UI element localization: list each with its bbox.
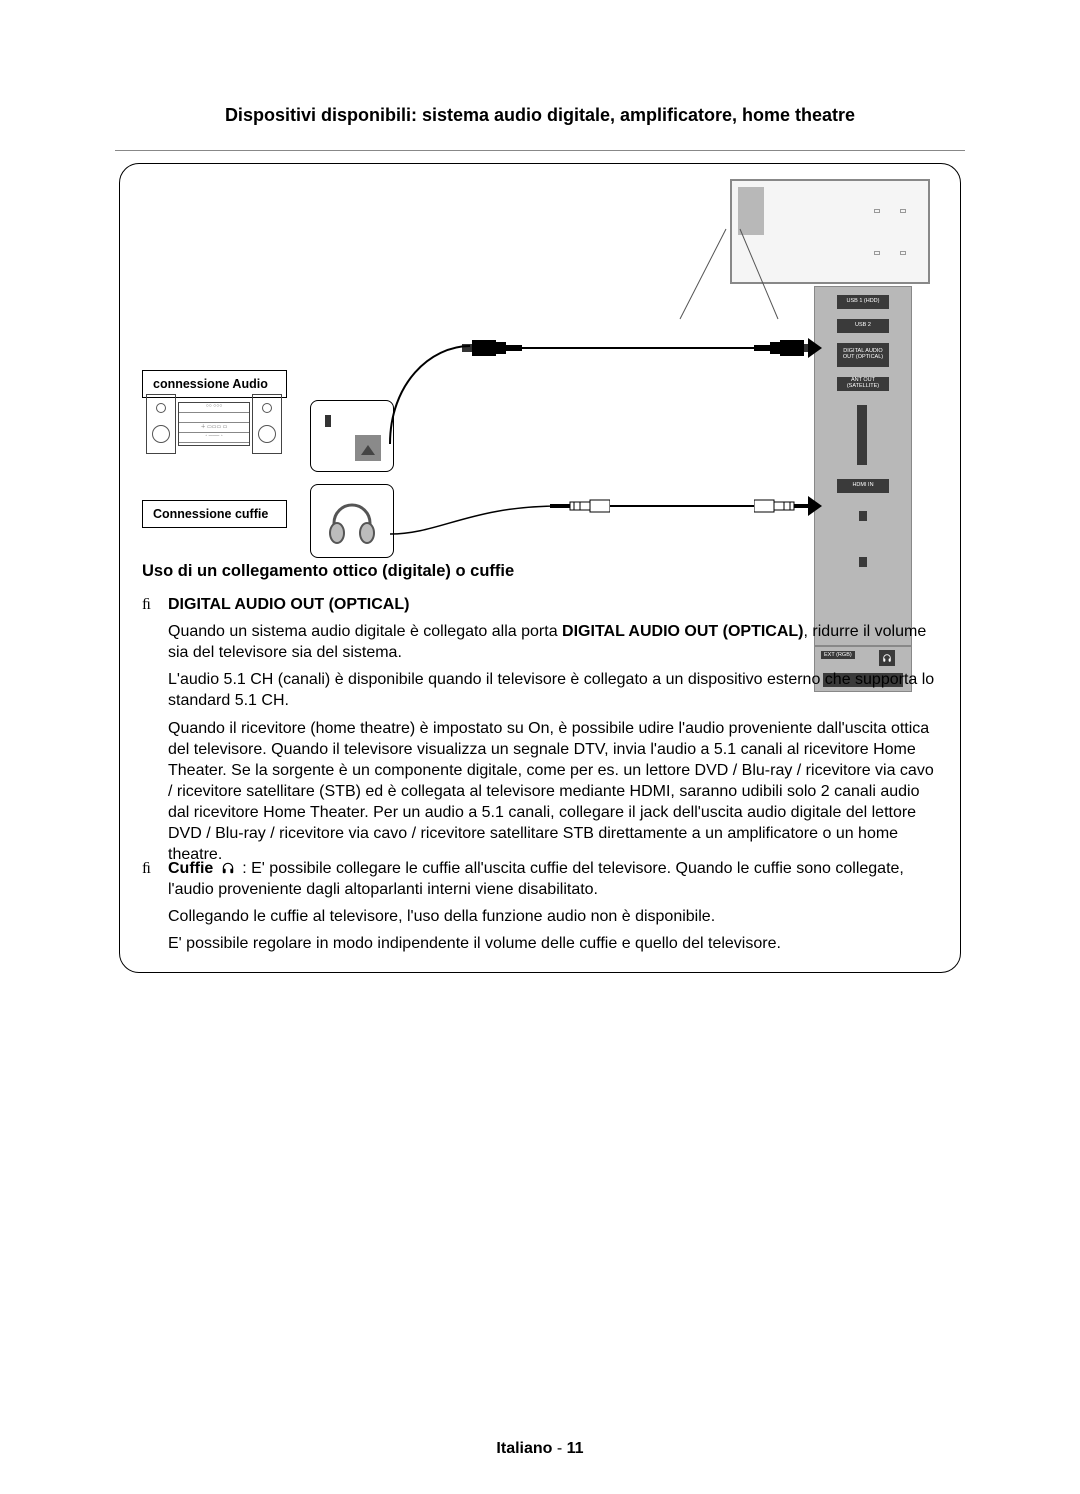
headphones-inline-icon xyxy=(218,861,238,875)
divider xyxy=(115,150,965,151)
jack-plug-right xyxy=(754,498,814,514)
arrow-right-icon xyxy=(808,496,822,516)
item-headphones-p1: Cuffie : E' possibile collegare le cuffi… xyxy=(168,858,938,900)
footer-page: 11 xyxy=(567,1440,584,1457)
cable-curve-bot xyxy=(380,494,580,554)
page-title: Dispositivi disponibili: sistema audio d… xyxy=(0,105,1080,126)
bullet-icon: ﬁ xyxy=(142,594,158,865)
item-optical-p3: Quando il ricevitore (home theatre) è im… xyxy=(168,718,938,866)
port-usb1: USB 1 (HDD) xyxy=(837,295,889,309)
footer-label: Italiano xyxy=(496,1440,552,1457)
item-headphones: ﬁ Cuffie : E' possibile collegare le cuf… xyxy=(142,858,938,954)
stereo-system-icon: ○○ ○○○ ＋ ▭▭▭ ▭ ◦ ─── ◦ xyxy=(146,394,282,458)
port-ant: ANT OUT (SATELLITE) xyxy=(837,377,889,391)
section-heading: Uso di un collegamento ottico (digitale)… xyxy=(142,562,514,581)
tv-side-panel: USB 1 (HDD) USB 2 DIGITAL AUDIO OUT (OPT… xyxy=(814,286,912,646)
optical-plug-right xyxy=(754,340,814,356)
item-optical-heading: DIGITAL AUDIO OUT (OPTICAL) xyxy=(168,594,938,615)
headphone-connection-label: Connessione cuffie xyxy=(142,500,287,528)
port-slot xyxy=(857,405,867,465)
page-footer: Italiano - 11 xyxy=(0,1440,1080,1458)
item-optical-p1: Quando un sistema audio digitale è colle… xyxy=(168,621,938,663)
port-pin1 xyxy=(859,511,867,521)
diagram-container: USB 1 (HDD) USB 2 DIGITAL AUDIO OUT (OPT… xyxy=(119,163,961,973)
arrow-right-icon xyxy=(808,338,822,358)
item-optical: ﬁ DIGITAL AUDIO OUT (OPTICAL) Quando un … xyxy=(142,594,938,865)
port-usb2: USB 2 xyxy=(837,319,889,333)
item-headphones-p3: E' possibile regolare in modo indipenden… xyxy=(168,933,938,954)
port-optical: DIGITAL AUDIO OUT (OPTICAL) xyxy=(837,343,889,367)
bullet-icon: ﬁ xyxy=(142,858,158,954)
item-headphones-p2: Collegando le cuffie al televisore, l'us… xyxy=(168,906,938,927)
footer-sep: - xyxy=(552,1440,566,1457)
item-optical-p2: L'audio 5.1 CH (canali) è disponibile qu… xyxy=(168,669,938,711)
headphone-cable xyxy=(550,498,814,514)
port-pin2 xyxy=(859,557,867,567)
port-hdmi: HDMI IN xyxy=(837,479,889,493)
cable-curve-top xyxy=(380,334,520,464)
